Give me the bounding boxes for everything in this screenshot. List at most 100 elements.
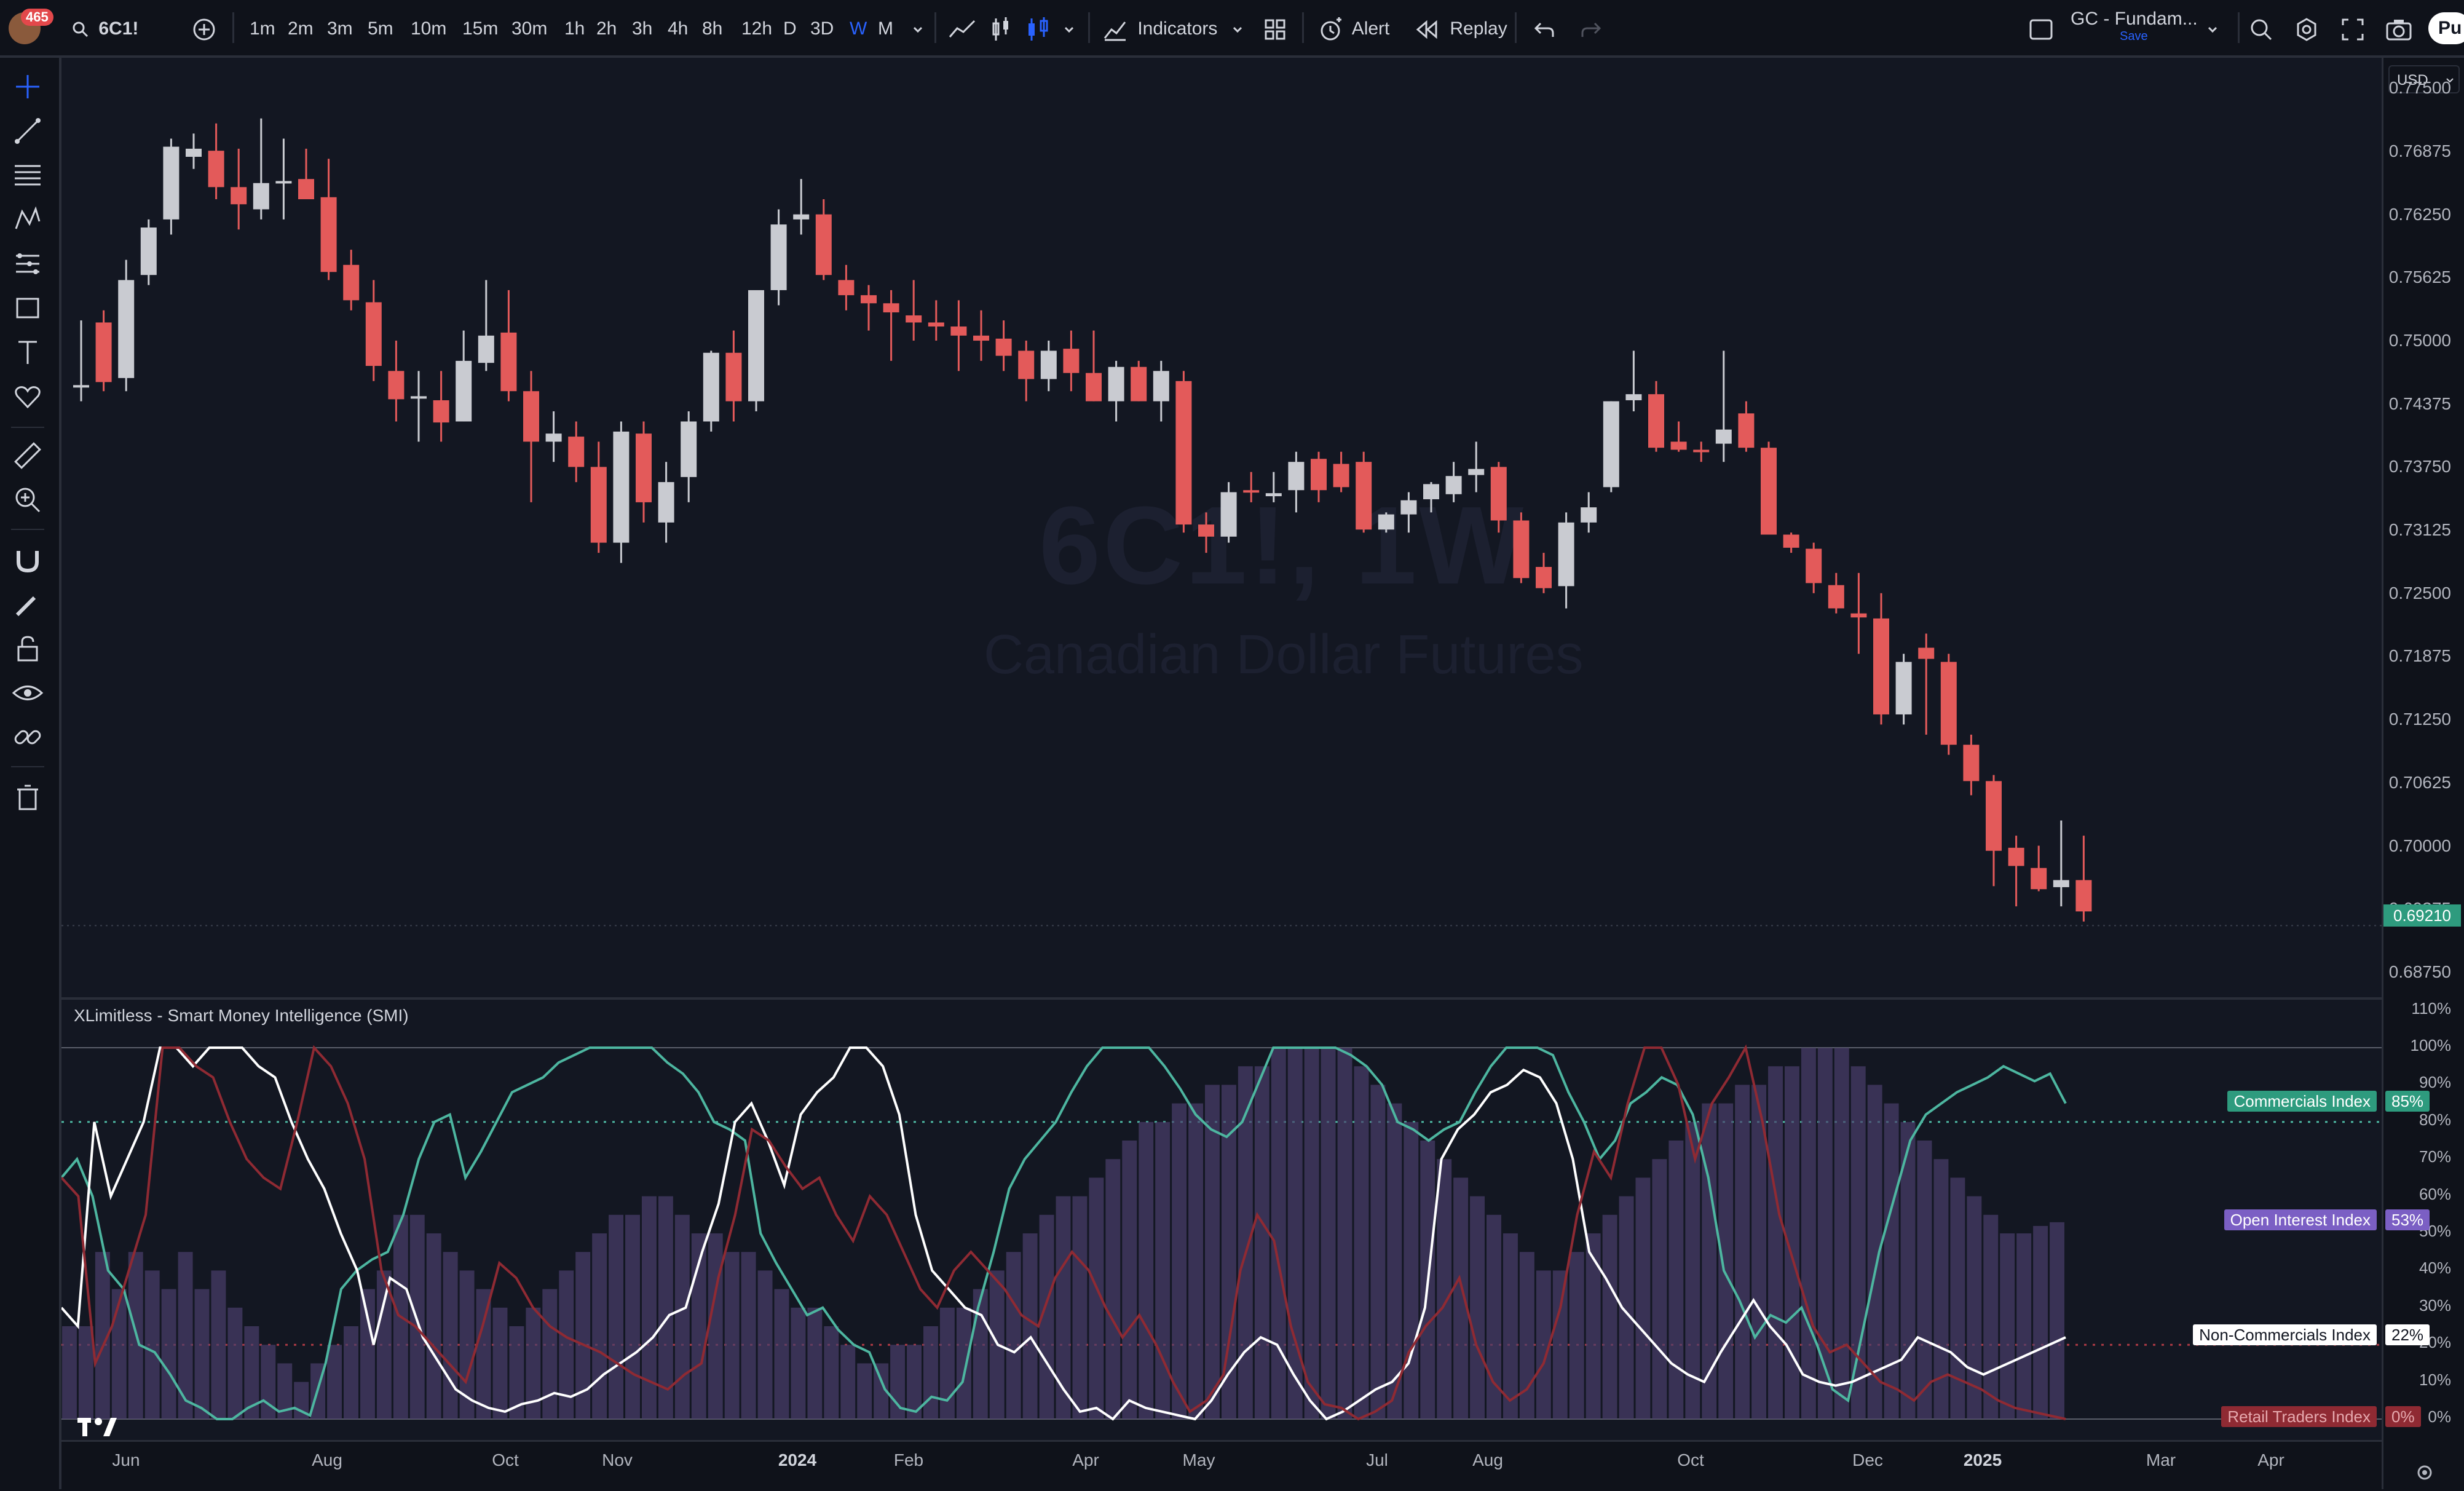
interval-1m[interactable]: 1m (250, 18, 275, 39)
interval-dropdown-button[interactable] (911, 0, 925, 55)
price-tick-label: 0.68750 (2388, 962, 2451, 981)
open-interest-bar (526, 1307, 541, 1419)
open-interest-bar (1105, 1159, 1121, 1419)
interval-W[interactable]: W (850, 18, 867, 39)
zoom-tool[interactable] (11, 483, 44, 516)
alert-button[interactable]: Alert (1318, 0, 1389, 55)
price-pane[interactable]: 6C1!, 1W Canadian Dollar Futures (61, 58, 2382, 997)
trend-line-tool[interactable] (11, 114, 44, 148)
percent-tick-label: 80% (2419, 1110, 2451, 1129)
undo-button[interactable] (1533, 0, 1555, 55)
candle-body (1603, 401, 1619, 488)
fullscreen-button[interactable] (2341, 0, 2364, 55)
interval-1h[interactable]: 1h (564, 18, 585, 39)
layout-toggle-button[interactable] (2029, 0, 2053, 55)
layout-name-button[interactable]: GC - Fundam... Save (2071, 9, 2206, 49)
line-chart-button[interactable] (948, 0, 976, 55)
interval-15m[interactable]: 15m (462, 18, 499, 39)
rewind-icon (1416, 20, 1437, 39)
hide-drawings-tool[interactable] (11, 676, 44, 710)
layout-dropdown[interactable] (2206, 0, 2219, 55)
candle (1536, 553, 1552, 593)
remove-drawings-tool[interactable] (11, 781, 44, 814)
pattern-tool[interactable] (11, 203, 44, 236)
chart-type-dropdown[interactable] (1062, 0, 1076, 55)
lock-drawings-tool[interactable] (11, 632, 44, 665)
interval-2h[interactable]: 2h (596, 18, 617, 39)
open-interest-bar (641, 1196, 657, 1419)
open-interest-bar (674, 1214, 690, 1419)
percent-tick-label: 60% (2419, 1184, 2451, 1203)
currency-select[interactable]: USD (2388, 65, 2460, 93)
candle (1603, 401, 1619, 492)
interval-30m[interactable]: 30m (511, 18, 548, 39)
fib-retracement-icon (15, 165, 41, 186)
candle-body (950, 326, 967, 336)
text-tool[interactable] (11, 336, 44, 369)
candle (1378, 512, 1394, 533)
interval-10m[interactable]: 10m (411, 18, 447, 39)
indicator-name-tag: Retail Traders Index (2221, 1406, 2377, 1427)
open-interest-bar (1437, 1159, 1452, 1419)
magnet-icon (17, 551, 39, 573)
interval-3D[interactable]: 3D (810, 18, 834, 39)
interval-4h[interactable]: 4h (668, 18, 689, 39)
candle-body (1153, 371, 1169, 401)
price-axis[interactable]: USD 0.77500 0.76875 0.76250 0.75625 0.75000 0… (2382, 58, 2464, 1489)
interval-D[interactable]: D (783, 18, 797, 39)
replay-button[interactable]: Replay (1415, 0, 1507, 55)
open-interest-bar (78, 1326, 93, 1419)
favorites-tool[interactable] (11, 380, 44, 413)
interval-5m[interactable]: 5m (368, 18, 393, 39)
magnet-tool[interactable] (11, 544, 44, 577)
candle-body (231, 187, 247, 205)
time-tick-label: Jun (112, 1450, 140, 1469)
candle-body (748, 290, 764, 401)
interval-M[interactable]: M (878, 18, 893, 39)
add-symbol-button[interactable] (192, 0, 216, 55)
interval-2m[interactable]: 2m (288, 18, 314, 39)
smi-indicator-chart[interactable] (61, 1000, 2382, 1440)
publish-button[interactable]: Pu (2428, 12, 2464, 44)
candle (1558, 512, 1574, 609)
indicators-button[interactable]: Indicators (1103, 0, 1217, 55)
fib-tool[interactable] (11, 159, 44, 192)
interval-3m[interactable]: 3m (327, 18, 353, 39)
quick-search-button[interactable] (2249, 0, 2273, 55)
candle (1625, 350, 1642, 412)
sync-drawings-tool[interactable] (11, 721, 44, 754)
gear-icon[interactable] (2415, 1463, 2434, 1482)
candle-body (1513, 520, 1530, 579)
measure-tool[interactable] (11, 439, 44, 472)
snapshot-button[interactable] (2385, 0, 2412, 55)
candlestick-chart[interactable] (61, 58, 2382, 997)
redo-button[interactable] (1580, 0, 1602, 55)
open-interest-bar (2050, 1222, 2064, 1419)
interval-12h[interactable]: 12h (741, 18, 773, 39)
open-interest-bar (1470, 1196, 1485, 1419)
stay-drawing-tool[interactable] (11, 588, 44, 621)
interval-8h[interactable]: 8h (702, 18, 723, 39)
tradingview-logo-icon[interactable] (76, 1415, 119, 1440)
templates-button[interactable] (1264, 0, 1286, 55)
open-interest-bar (1702, 1103, 1717, 1419)
open-interest-bar (1602, 1214, 1617, 1419)
indicators-dropdown[interactable] (1231, 0, 1244, 55)
interval-3h[interactable]: 3h (632, 18, 653, 39)
settings-button[interactable] (2294, 0, 2319, 55)
open-interest-bar (111, 1289, 127, 1419)
indicator-title[interactable]: XLimitless - Smart Money Intelligence (S… (74, 1006, 409, 1025)
candle (703, 350, 719, 432)
watermark-symbol: 6C1!, 1W (1039, 484, 1526, 607)
prediction-tool[interactable] (11, 247, 44, 280)
indicator-pane[interactable] (61, 997, 2382, 1442)
candles-chart-button[interactable] (1025, 0, 1050, 55)
retail-traders-index-line (61, 1044, 2066, 1421)
open-interest-bar (1453, 1177, 1469, 1419)
time-axis[interactable]: Jun Aug Oct Nov 2024 Feb Apr May Jul Aug Oct Dec 202… (61, 1440, 2382, 1491)
symbol-search-button[interactable]: 6C1! (71, 0, 138, 55)
shapes-tool[interactable] (11, 291, 44, 325)
candle-body (703, 352, 719, 422)
bars-chart-button[interactable] (991, 0, 1012, 55)
crosshair-tool[interactable] (11, 70, 44, 103)
